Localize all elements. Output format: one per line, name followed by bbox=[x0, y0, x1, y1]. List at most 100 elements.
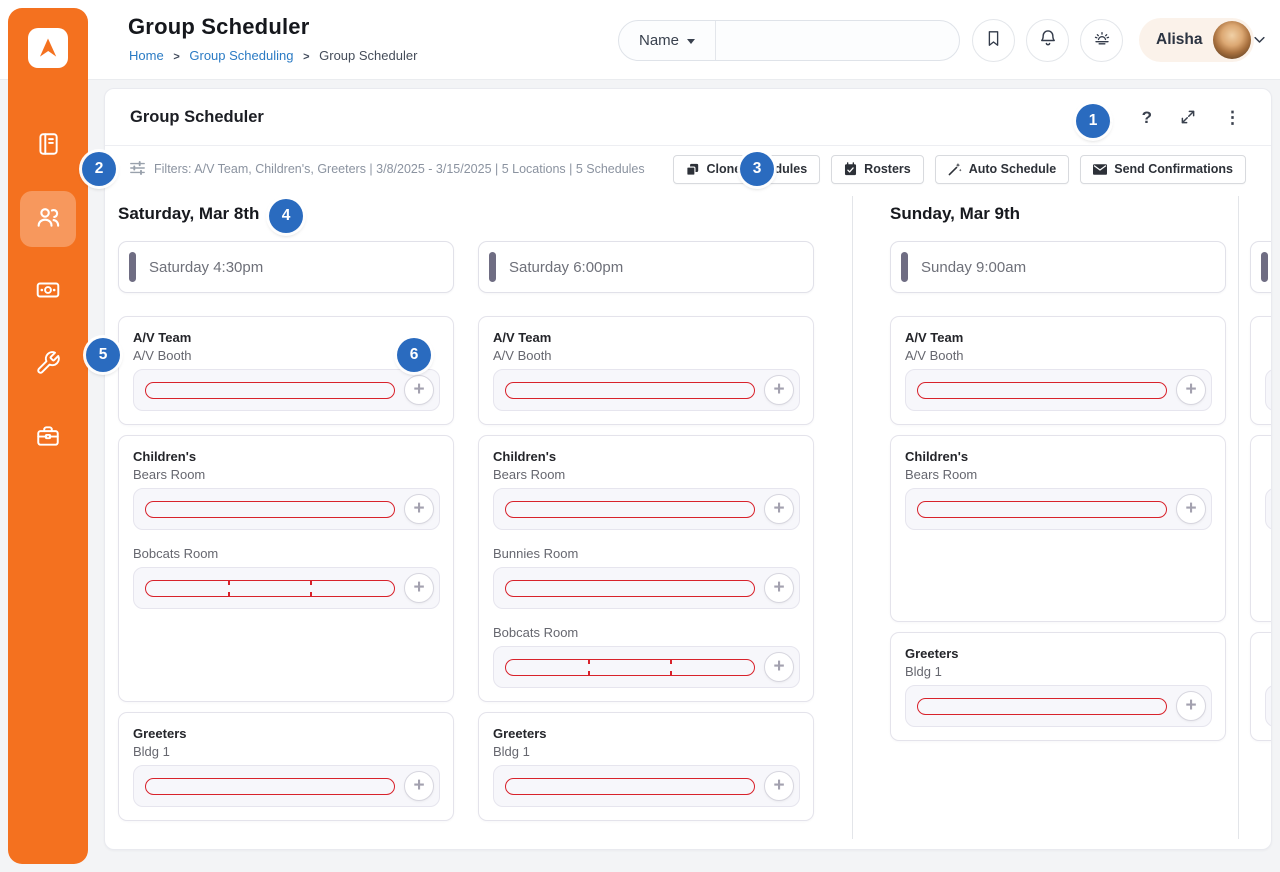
group-name bbox=[1265, 449, 1271, 465]
location-name bbox=[1265, 664, 1271, 680]
capacity-box: + bbox=[905, 369, 1212, 411]
capacity-bar[interactable] bbox=[145, 579, 395, 597]
add-person-button[interactable]: + bbox=[1176, 494, 1206, 524]
sidebar-item-tools[interactable] bbox=[20, 337, 76, 393]
panel-tools: ? ⋮ bbox=[1095, 107, 1241, 127]
group-card: Children's Bears Room + bbox=[890, 435, 1226, 622]
schedule-accent-bar bbox=[129, 252, 136, 282]
occurrence-column: Sunday 9:00am A/V Team A/V Booth + Children'… bbox=[890, 241, 1226, 751]
add-person-button[interactable]: + bbox=[764, 652, 794, 682]
action-button-send-confirmations[interactable]: Send Confirmations bbox=[1080, 154, 1246, 184]
occurrence-column: Saturday 6:00pm A/V Team A/V Booth + Childre… bbox=[478, 241, 814, 831]
segment-tick bbox=[587, 659, 590, 664]
capacity-bar[interactable] bbox=[917, 697, 1167, 715]
add-person-button[interactable]: + bbox=[764, 573, 794, 603]
capacity-box: + bbox=[493, 765, 800, 807]
sidebar-item-workplace[interactable] bbox=[20, 410, 76, 466]
capacity-bar[interactable] bbox=[505, 381, 755, 399]
magic-wand-icon bbox=[948, 162, 962, 176]
location-row: Bears Room + bbox=[905, 467, 1212, 530]
location-name: Bldg 1 bbox=[905, 664, 942, 679]
group-card: A/V Team A/V Booth + bbox=[118, 316, 454, 425]
occurrence-column: Saturday 4:30pm A/V Team A/V Booth + Childre… bbox=[118, 241, 454, 831]
main-sidebar bbox=[8, 8, 88, 864]
capacity-box: + bbox=[905, 685, 1212, 727]
notifications-button[interactable] bbox=[1026, 19, 1069, 62]
add-person-button[interactable]: + bbox=[1176, 375, 1206, 405]
search-field-selector[interactable]: Name bbox=[619, 32, 715, 49]
action-button-rosters[interactable]: Rosters bbox=[831, 154, 924, 184]
person-search: Name bbox=[618, 20, 960, 61]
location-name: A/V Booth bbox=[905, 348, 964, 363]
add-person-button[interactable]: + bbox=[764, 375, 794, 405]
theme-toggle-button[interactable] bbox=[1080, 19, 1123, 62]
schedule-card[interactable]: Saturday 4:30pm bbox=[118, 241, 454, 293]
capacity-bar[interactable] bbox=[505, 777, 755, 795]
action-label: Auto Schedule bbox=[968, 162, 1057, 176]
rock-logo[interactable] bbox=[28, 28, 68, 68]
bookmark-icon bbox=[984, 29, 1003, 53]
schedule-time-label: Sunday 9:00am bbox=[921, 258, 1027, 276]
capacity-box: + bbox=[133, 488, 440, 530]
group-card: + bbox=[1250, 632, 1271, 741]
add-person-button[interactable]: + bbox=[404, 375, 434, 405]
schedule-accent-bar bbox=[901, 252, 908, 282]
capacity-box: + bbox=[905, 488, 1212, 530]
group-name: Greeters bbox=[905, 646, 959, 661]
chevron-down-icon[interactable] bbox=[1252, 32, 1267, 52]
location-row: Bears Room + bbox=[133, 467, 440, 530]
action-label: Rosters bbox=[864, 162, 911, 176]
schedule-card[interactable]: Sunday 9:00am bbox=[890, 241, 1226, 293]
segment-tick bbox=[227, 580, 230, 585]
bookmarks-button[interactable] bbox=[972, 19, 1015, 62]
expand-icon[interactable] bbox=[1179, 108, 1197, 126]
schedule-card[interactable]: Saturday 6:00pm bbox=[478, 241, 814, 293]
kebab-menu-icon[interactable]: ⋮ bbox=[1224, 107, 1241, 127]
breadcrumb-home[interactable]: Home bbox=[129, 48, 164, 63]
capacity-bar[interactable] bbox=[145, 500, 395, 518]
capacity-bar[interactable] bbox=[917, 500, 1167, 518]
add-person-button[interactable]: + bbox=[404, 771, 434, 801]
location-name: Bobcats Room bbox=[493, 625, 579, 640]
location-name: Bears Room bbox=[493, 467, 566, 482]
add-person-button[interactable]: + bbox=[1176, 691, 1206, 721]
filters-summary[interactable]: Filters: A/V Team, Children's, Greeters … bbox=[130, 160, 645, 178]
user-name: Alisha bbox=[1156, 31, 1203, 48]
journal-icon bbox=[35, 131, 61, 162]
segment-tick bbox=[670, 670, 673, 675]
sunrise-icon bbox=[1092, 28, 1112, 53]
capacity-bar[interactable] bbox=[917, 381, 1167, 399]
add-person-button[interactable]: + bbox=[764, 494, 794, 524]
search-input[interactable] bbox=[716, 21, 959, 60]
capacity-box: + bbox=[1265, 369, 1271, 411]
sidebar-item-people[interactable] bbox=[20, 191, 76, 247]
sidebar-item-giving[interactable] bbox=[20, 264, 76, 320]
search-field-label: Name bbox=[638, 32, 679, 49]
help-icon[interactable]: ? bbox=[1141, 107, 1152, 127]
add-person-button[interactable]: + bbox=[404, 494, 434, 524]
sidebar-item-journal[interactable] bbox=[20, 118, 76, 174]
calendar-check-icon bbox=[844, 162, 857, 176]
breadcrumb-section[interactable]: Group Scheduling bbox=[189, 48, 294, 63]
envelope-icon bbox=[1093, 163, 1108, 175]
segment-tick bbox=[310, 591, 313, 596]
group-card: A/V Team A/V Booth + bbox=[890, 316, 1226, 425]
callout-badge-1: 1 bbox=[1076, 104, 1110, 138]
user-avatar bbox=[1212, 21, 1251, 59]
capacity-bar[interactable] bbox=[505, 658, 755, 676]
location-row: Bears Room + bbox=[493, 467, 800, 530]
location-name: Bldg 1 bbox=[133, 744, 170, 759]
user-menu[interactable]: Alisha bbox=[1139, 18, 1254, 62]
capacity-bar[interactable] bbox=[145, 777, 395, 795]
add-person-button[interactable]: + bbox=[404, 573, 434, 603]
add-person-button[interactable]: + bbox=[764, 771, 794, 801]
column-divider bbox=[852, 196, 853, 839]
capacity-box: + bbox=[493, 646, 800, 688]
capacity-bar[interactable] bbox=[145, 381, 395, 399]
callout-badge-3: 3 bbox=[740, 152, 774, 186]
capacity-bar[interactable] bbox=[505, 500, 755, 518]
action-button-auto-schedule[interactable]: Auto Schedule bbox=[934, 154, 1070, 184]
schedule-card[interactable] bbox=[1250, 241, 1271, 293]
capacity-bar[interactable] bbox=[505, 579, 755, 597]
capacity-box: + bbox=[1265, 685, 1271, 727]
